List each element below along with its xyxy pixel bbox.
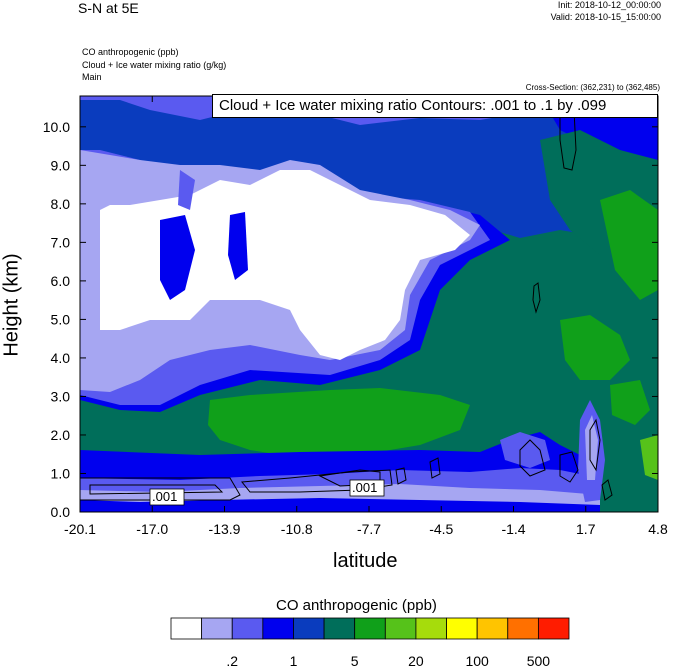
contour-info-box: Cloud + Ice water mixing ratio Contours:… (212, 94, 658, 118)
colorbar-swatch (293, 617, 325, 640)
colorbar-swatch (476, 617, 509, 640)
colorbar-title: CO anthropogenic (ppb) (276, 597, 437, 614)
x-tick-label: 1.7 (576, 521, 596, 537)
x-tick-label: 4.8 (648, 521, 668, 537)
y-tick-label: 7.0 (51, 234, 71, 250)
y-tick-label: 3.0 (51, 388, 71, 404)
x-tick-label: -13.9 (209, 521, 241, 537)
colorbar-tick-label: .2 (226, 653, 238, 668)
colorbar: .2 1 5 20 100 500 (170, 617, 570, 668)
field-name-co: CO anthropogenic (ppb) (82, 47, 179, 57)
init-time: Init: 2018-10-12_00:00:00 (557, 0, 661, 10)
colorbar-swatch (231, 617, 264, 640)
cross-section-label: Cross-Section: (362,231) to (362,485) (525, 83, 660, 92)
y-tick-label: 9.0 (51, 157, 71, 173)
y-axis: 0.0 1.0 2.0 3.0 4.0 5.0 6.0 7.0 8.0 9.0 10.0 (43, 119, 658, 520)
co-field-shading (80, 96, 658, 512)
field-name-cloud: Cloud + Ice water mixing ratio (g/kg) (82, 60, 227, 70)
colorbar-swatch (262, 617, 294, 640)
y-tick-label: 1.0 (51, 465, 71, 481)
colorbar-swatch (201, 617, 233, 640)
contour-label-box-2 (349, 479, 385, 497)
contour-label-box-1 (149, 488, 185, 506)
y-tick-label: 5.0 (51, 311, 71, 327)
y-tick-label: 10.0 (43, 119, 70, 135)
colorbar-swatch (170, 617, 203, 640)
y-tick-label: 6.0 (51, 273, 71, 289)
y-tick-label: 8.0 (51, 196, 71, 212)
colorbar-tick-label: 1 (290, 653, 298, 668)
y-tick-label: 2.0 (51, 427, 71, 443)
x-tick-label: -7.7 (357, 521, 381, 537)
x-axis-title: latitude (333, 550, 398, 572)
x-tick-label: -10.8 (281, 521, 313, 537)
colorbar-swatch (415, 617, 447, 640)
y-tick-label: 0.0 (51, 504, 71, 520)
plot-title: S-N at 5E (78, 0, 139, 16)
x-tick-label: -4.5 (429, 521, 453, 537)
x-tick-label: -20.1 (64, 521, 96, 537)
colorbar-swatch (446, 617, 478, 640)
colorbar-tick-label: 20 (408, 653, 424, 668)
contour-label-2: .001 (352, 480, 377, 495)
colorbar-tick-label: 500 (527, 653, 551, 668)
colorbar-swatch (323, 617, 356, 640)
x-tick-label: -1.4 (501, 521, 525, 537)
contour-label-1: .001 (152, 489, 177, 504)
y-axis-title: Height (km) (0, 253, 23, 357)
y-tick-label: 4.0 (51, 350, 71, 366)
field-name-main: Main (82, 72, 102, 82)
valid-time: Valid: 2018-10-15_15:00:00 (550, 12, 661, 22)
colorbar-tick-label: 100 (465, 653, 489, 668)
colorbar-swatch (384, 617, 417, 640)
x-axis: -20.1 -17.0 -13.9 -10.8 -7.7 -4.5 -1.4 1.7 4.8 (64, 96, 668, 537)
colorbar-swatch (537, 617, 570, 640)
colorbar-swatch (354, 617, 386, 640)
x-tick-label: -17.0 (136, 521, 168, 537)
colorbar-tick-label: 5 (351, 653, 359, 668)
colorbar-swatch (507, 617, 539, 640)
